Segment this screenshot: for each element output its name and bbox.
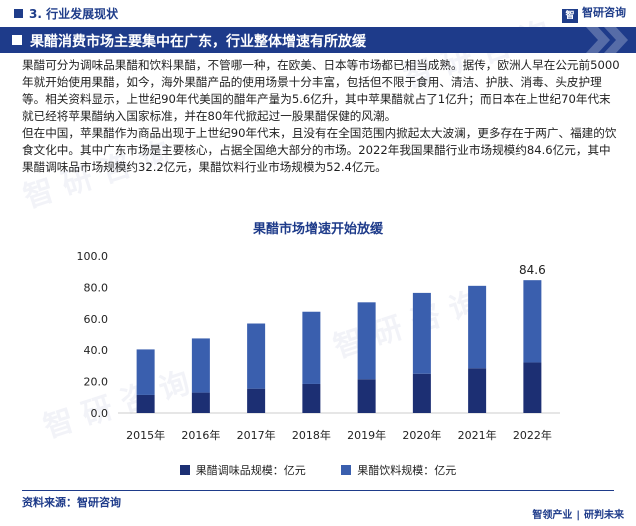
bar-segment (412, 373, 431, 413)
legend-label: 果醋调味品规模：亿元 (195, 464, 306, 477)
bar-segment (357, 302, 376, 380)
y-tick-label: 20.0 (84, 376, 109, 389)
footer-divider (22, 490, 614, 491)
source-note: 资料来源：智研咨询 (22, 496, 121, 509)
x-tick-label: 2018年 (292, 428, 331, 442)
square-bullet-icon (12, 35, 22, 45)
data-label: 84.6 (519, 263, 546, 277)
legend-item: 果醋饮料规模：亿元 (341, 462, 456, 478)
y-tick-label: 0.0 (91, 407, 109, 420)
bar-segment (523, 280, 542, 363)
y-tick-label: 100.0 (77, 250, 109, 263)
chevron-decoration-icon (586, 27, 628, 53)
x-tick-label: 2020年 (402, 428, 441, 442)
bar-segment (136, 349, 155, 395)
x-tick-label: 2022年 (513, 428, 552, 442)
body-text: 果醋可分为调味品果醋和饮料果醋，不管哪一种，在欧美、日本等市场都已相当成熟。据传… (22, 57, 620, 176)
bar-segment (247, 323, 266, 389)
bar-segment (247, 388, 266, 413)
slogan-left: 智领产业 (532, 510, 573, 521)
bar-segment (136, 394, 155, 413)
x-tick-label: 2021年 (458, 428, 497, 442)
x-tick-label: 2016年 (181, 428, 220, 442)
title-banner: 果醋消费市场主要集中在广东，行业整体增速有所放缓 (0, 27, 636, 53)
chart-title: 果醋市场增速开始放缓 (252, 222, 383, 237)
brand-name: 智研咨询 (582, 6, 626, 19)
x-tick-label: 2017年 (237, 428, 276, 442)
section-label: 3. 行业发展现状 (29, 7, 119, 21)
bar-segment (412, 292, 431, 374)
footer-slogan: 智领产业 | 研判未来 (532, 506, 624, 521)
section-heading: 3. 行业发展现状 (14, 5, 118, 22)
legend-label: 果醋饮料规模：亿元 (357, 464, 457, 477)
brand-logo: 智智研咨询 (562, 4, 626, 23)
y-tick-label: 60.0 (84, 313, 109, 326)
paragraph: 果醋可分为调味品果醋和饮料果醋，不管哪一种，在欧美、日本等市场都已相当成熟。据传… (22, 58, 620, 123)
bar-segment (468, 285, 487, 369)
y-tick-label: 40.0 (84, 344, 109, 357)
legend-item: 果醋调味品规模：亿元 (179, 462, 306, 478)
top-bar: 3. 行业发展现状 智智研咨询 (0, 0, 636, 26)
bar-segment (191, 392, 210, 413)
y-tick-label: 80.0 (84, 281, 109, 294)
bar-segment (302, 383, 321, 413)
chart-legend: 果醋调味品规模：亿元 果醋饮料规模：亿元 (0, 462, 636, 478)
slogan-separator: | (576, 510, 580, 521)
bar-segment (357, 379, 376, 413)
bar-segment (523, 362, 542, 413)
page-title: 果醋消费市场主要集中在广东，行业整体增速有所放缓 (30, 34, 366, 50)
legend-swatch (179, 465, 190, 475)
legend-swatch (341, 465, 352, 475)
x-tick-label: 2015年 (126, 428, 165, 442)
bar-chart: 0.0 20.0 40.0 60.0 80.0 100.0 2015年 2016年 2017年 2… (77, 250, 560, 442)
paragraph: 但在中国，苹果醋作为商品出现于上世纪90年代末，且没有在全国范围内掀起太大波澜，… (22, 126, 617, 174)
x-tick-label: 2019年 (347, 428, 386, 442)
square-bullet-icon (14, 9, 23, 18)
logo-icon: 智 (562, 9, 578, 23)
slogan-right: 研判未来 (584, 510, 624, 521)
bar-segment (302, 311, 321, 384)
bar-segment (191, 338, 210, 393)
bar-segment (468, 368, 487, 413)
